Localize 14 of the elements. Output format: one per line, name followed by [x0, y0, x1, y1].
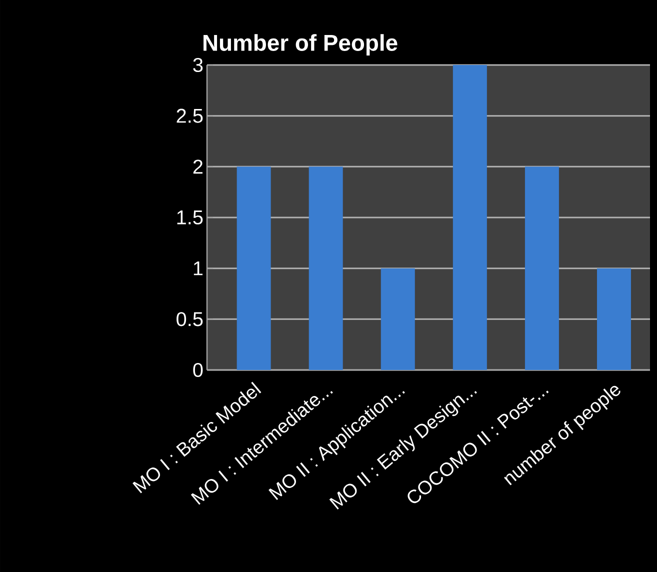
bar	[308, 166, 343, 370]
y-tick-label: 2.5	[176, 108, 203, 123]
y-tick-label: 3	[193, 58, 203, 72]
y-tick-label: 2	[193, 160, 202, 174]
bar	[596, 268, 631, 370]
bar	[452, 64, 487, 370]
chart-title: Number of People	[204, 34, 398, 56]
y-tick-label: 1.5	[177, 210, 203, 224]
bar	[380, 268, 415, 370]
y-tick-label: 0	[193, 362, 203, 378]
y-tick-label: 1	[194, 261, 203, 276]
bar	[524, 166, 559, 370]
bar	[236, 166, 271, 370]
y-tick-label: 0.5	[176, 312, 203, 326]
